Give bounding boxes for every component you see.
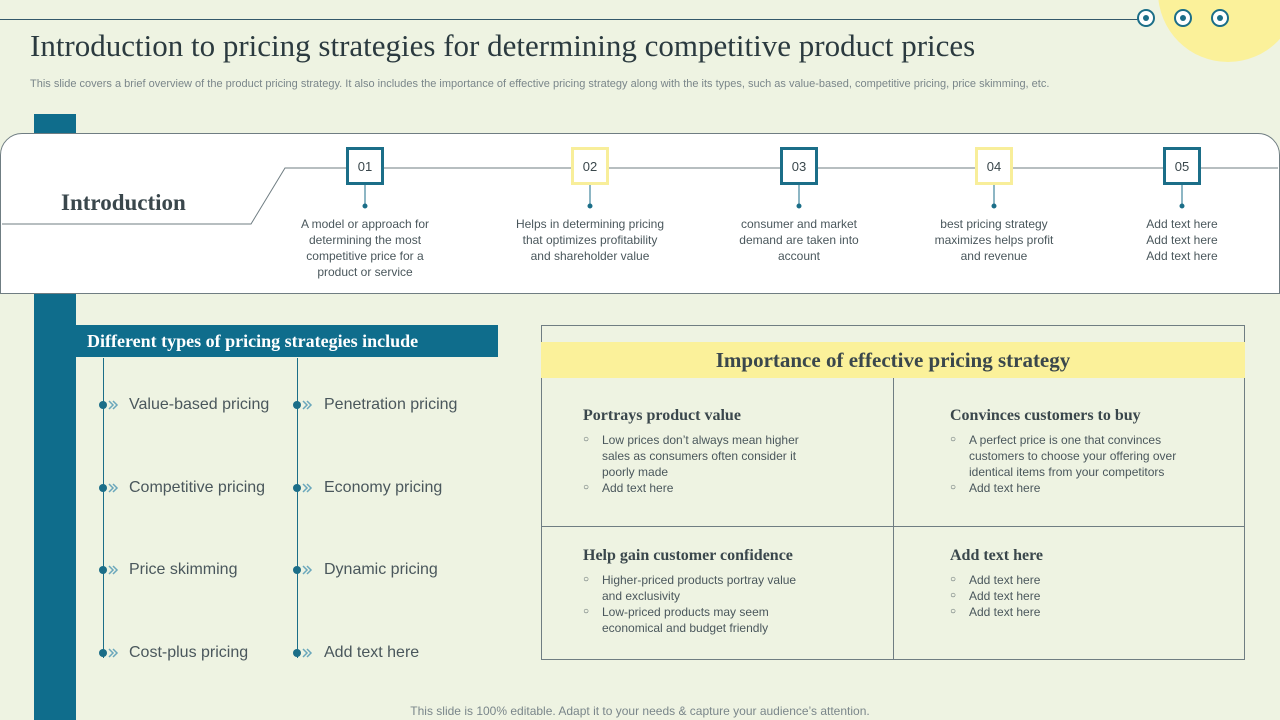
- pricing-type-dynamic: Dynamic pricing: [324, 561, 438, 578]
- importance-cell-title: Add text here: [950, 547, 1044, 564]
- bullet-dot-icon: [293, 401, 301, 409]
- page-subtitle: This slide covers a brief overview of th…: [30, 78, 1050, 90]
- pricing-type-price-skimming: Price skimming: [129, 561, 238, 578]
- bullet-dot-icon: [99, 401, 107, 409]
- step-number-05: 05: [1163, 147, 1201, 185]
- pricing-types-left-line: [103, 358, 104, 658]
- step-description-02: Helps in determining pricing that optimi…: [515, 217, 665, 263]
- navigation-dot-icon: [1211, 9, 1229, 27]
- bullet-dot-icon: [99, 649, 107, 657]
- pricing-type-cost-plus: Cost-plus pricing: [129, 644, 249, 661]
- importance-cell-title: Portrays product value: [583, 407, 741, 424]
- step-number-02: 02: [571, 147, 609, 185]
- importance-grid-horizontal-line: [541, 526, 1245, 527]
- importance-grid-vertical-line: [893, 378, 894, 660]
- navigation-dot-icon: [1174, 9, 1192, 27]
- introduction-band: [0, 133, 1280, 294]
- bullet-dot-icon: [293, 566, 301, 574]
- pricing-types-right-line: [297, 358, 298, 658]
- step-description-05: Add text here Add text here Add text her…: [1146, 217, 1218, 263]
- list-item: Higher-priced products portray value and…: [583, 572, 819, 604]
- bullet-dot-icon: [99, 566, 107, 574]
- pricing-type-penetration: Penetration pricing: [324, 396, 458, 413]
- top-divider-line: [0, 19, 1140, 20]
- step-number-04: 04: [975, 147, 1013, 185]
- pricing-type-placeholder: Add text here: [324, 644, 420, 661]
- step-description-01: A model or approach for determining the …: [300, 217, 430, 279]
- page-title: Introduction to pricing strategies for d…: [30, 28, 976, 63]
- list-item: Add text here: [950, 604, 1186, 620]
- list-item: Add text here: [950, 572, 1186, 588]
- footer-note: This slide is 100% editable. Adapt it to…: [410, 704, 870, 718]
- list-item: Add text here: [950, 588, 1186, 604]
- step-number-03: 03: [780, 147, 818, 185]
- pricing-type-value-based: Value-based pricing: [129, 396, 270, 413]
- importance-cell-list: Add text here Add text here Add text her…: [950, 572, 1186, 620]
- list-item: Low-priced products may seem economical …: [583, 604, 819, 636]
- bullet-dot-icon: [293, 649, 301, 657]
- introduction-label: Introduction: [61, 190, 186, 215]
- bullet-dot-icon: [99, 484, 107, 492]
- step-number-01: 01: [346, 147, 384, 185]
- pricing-type-economy: Economy pricing: [324, 479, 443, 496]
- list-item: Add text here: [583, 480, 819, 496]
- pricing-type-competitive: Competitive pricing: [129, 479, 266, 496]
- pricing-types-header: Different types of pricing strategies in…: [76, 325, 498, 357]
- list-item: A perfect price is one that convinces cu…: [950, 432, 1186, 480]
- list-item: Low prices don’t always mean higher sale…: [583, 432, 819, 480]
- step-description-04: best pricing strategy maximizes helps pr…: [934, 217, 1054, 263]
- importance-cell-title: Help gain customer confidence: [583, 547, 793, 564]
- importance-cell-title: Convinces customers to buy: [950, 407, 1141, 424]
- step-description-03: consumer and market demand are taken int…: [739, 217, 859, 263]
- importance-cell-list: Low prices don’t always mean higher sale…: [583, 432, 819, 496]
- chevron-right-icons: [108, 400, 313, 658]
- importance-cell-list: A perfect price is one that convinces cu…: [950, 432, 1186, 496]
- importance-header: Importance of effective pricing strategy: [541, 342, 1245, 378]
- bullet-dot-icon: [293, 484, 301, 492]
- importance-cell-list: Higher-priced products portray value and…: [583, 572, 819, 636]
- navigation-dot-icon: [1137, 9, 1155, 27]
- list-item: Add text here: [950, 480, 1186, 496]
